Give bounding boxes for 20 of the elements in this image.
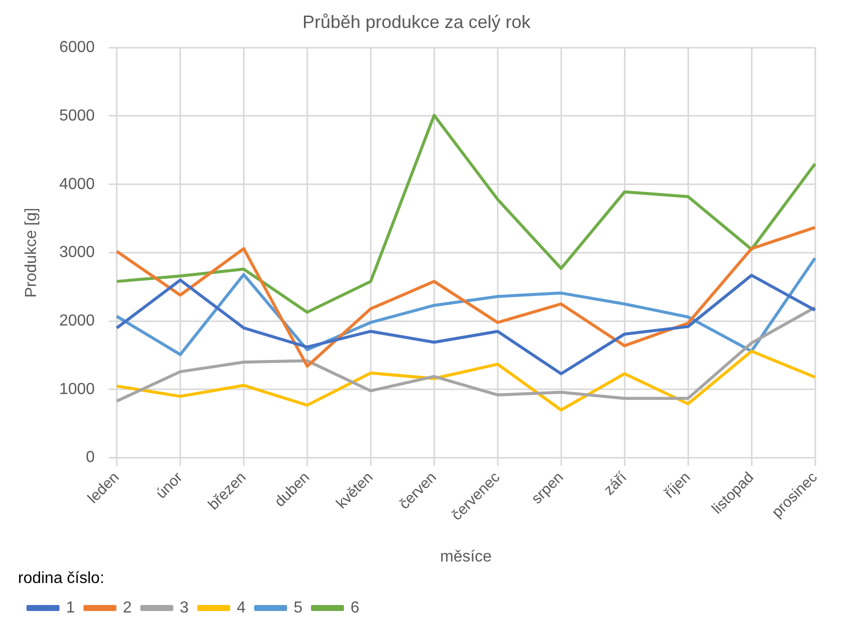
legend-label: 6 xyxy=(350,599,360,616)
legend-label: 5 xyxy=(294,599,303,616)
legend-label: 4 xyxy=(236,599,246,616)
chart-title: Průběh produkce za celý rok xyxy=(302,12,532,32)
y-tick-label: 5000 xyxy=(59,107,95,124)
y-tick-label: 0 xyxy=(86,449,95,466)
legend-title: rodina číslo: xyxy=(18,570,104,588)
x-tick-label: září xyxy=(600,468,631,499)
y-tick-label: 2000 xyxy=(59,312,95,330)
x-tick-label: říjen xyxy=(661,468,694,502)
y-tick-label: 3000 xyxy=(59,244,95,262)
y-axis-title: Produkce [g] xyxy=(23,208,40,298)
x-tick-label: únor xyxy=(152,468,186,502)
y-tick-label: 1000 xyxy=(59,380,95,398)
y-tick-label: 4000 xyxy=(59,176,95,193)
legend-label: 3 xyxy=(180,599,189,616)
x-axis-title: měsíce xyxy=(440,548,492,566)
y-tick-label: 6000 xyxy=(59,39,95,56)
legend-label: 2 xyxy=(122,599,132,616)
legend-label: 1 xyxy=(66,599,75,616)
